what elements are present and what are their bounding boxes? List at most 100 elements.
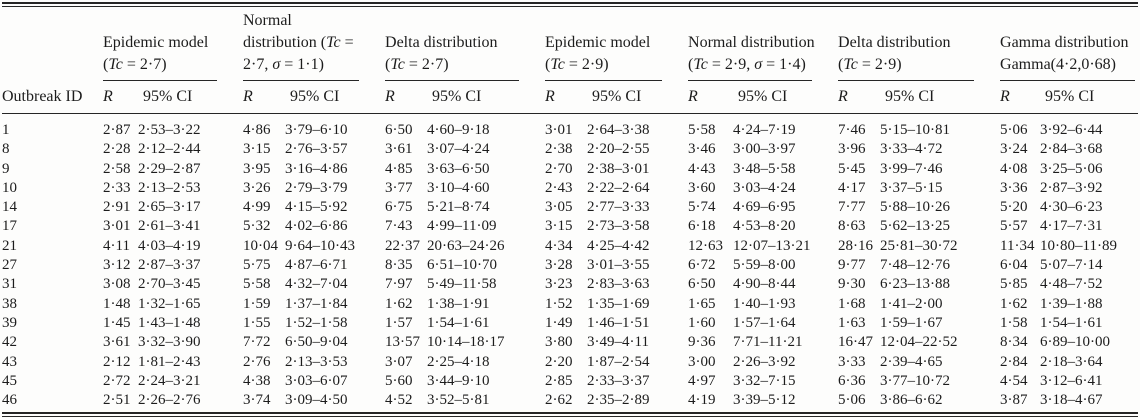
ci-value-cell: 6·23–13·88 xyxy=(880,276,951,293)
r-value-cell: 5·58 xyxy=(688,122,716,138)
outbreak-id-cell: 39 xyxy=(2,314,17,331)
col-header-ci: 95% CI xyxy=(285,81,386,114)
col-header-r: R xyxy=(385,81,428,114)
table-row: 43 2·12 1·81–2·43 2·76 2·13–3·53 3·07 2·25–4·1… xyxy=(2,353,1138,372)
col-header-r: R xyxy=(688,81,734,114)
r-value-cell: 2·33 xyxy=(103,179,131,196)
ci-value-cell: 2·87–3·37 xyxy=(138,257,201,274)
ci-value-cell: 1·39–1·88 xyxy=(1040,295,1103,312)
table-top-rule xyxy=(2,2,1138,7)
col-header-r: R xyxy=(545,81,588,114)
r-value-cell: 5·74 xyxy=(688,199,716,216)
ci-value-cell: 3·39–5·12 xyxy=(733,392,796,409)
ci-value-cell: 3·44–9·10 xyxy=(427,372,490,389)
ci-value-cell: 5·07–7·14 xyxy=(1040,257,1103,274)
table-row: 14 2·91 2·65–3·17 4·99 4·15–5·92 6·75 5·21–8·7… xyxy=(2,198,1138,217)
group-header-line: Delta distribution xyxy=(838,34,951,51)
group-header-spanner: Gamma distribution Gamma(4·2,0·68) xyxy=(1000,32,1136,81)
ci-value-cell: 3·10–4·60 xyxy=(427,179,490,196)
r-value-cell: 2·62 xyxy=(545,392,573,409)
col-header-ci: 95% CI xyxy=(733,81,839,114)
r-value-cell: 3·87 xyxy=(1000,392,1028,409)
r-value-cell: 1·62 xyxy=(385,295,413,312)
ci-value-cell: 4·53–8·20 xyxy=(733,218,796,235)
ci-value-cell: 2·26–3·92 xyxy=(733,353,796,370)
ci-value-cell: 25·81–30·72 xyxy=(880,237,958,254)
ci-value-cell: 1·41–2·00 xyxy=(880,295,943,312)
ci-value-cell: 12·04–22·52 xyxy=(880,334,958,351)
table-row: 21 4·11 4·03–4·19 10·04 9·64–10·43 22·37 20·63… xyxy=(2,237,1138,256)
col-header-r: R xyxy=(243,81,285,114)
table-row: 1 2·87 2·53–3·22 4·86 3·79–6·10 6·50 4·60–9·18… xyxy=(2,114,1138,141)
r-value-cell: 9·36 xyxy=(688,334,716,351)
outbreak-id-cell: 1 xyxy=(2,122,10,138)
r-value-cell: 7·46 xyxy=(838,122,866,138)
ci-value-cell: 2·24–3·21 xyxy=(138,372,201,389)
table-row: 45 2·72 2·24–3·21 4·38 3·03–6·07 5·60 3·44–9·1… xyxy=(2,372,1138,391)
outbreak-id-cell: 14 xyxy=(2,199,17,216)
group-header-spanner: Delta distribution (Tc = 2·9) xyxy=(838,32,975,81)
r-value-cell: 2·43 xyxy=(545,179,573,196)
ci-value-cell: 2·73–3·58 xyxy=(587,218,650,235)
r-value-cell: 3·33 xyxy=(838,353,866,370)
ci-value-cell: 4·24–7·19 xyxy=(733,122,796,138)
r-value-cell: 3·36 xyxy=(1000,179,1028,196)
r-value-cell: 5·06 xyxy=(1000,122,1028,138)
col-header-r: R xyxy=(103,81,138,114)
table-row: 9 2·58 2·29–2·87 3·95 3·16–4·86 4·85 3·63–6·50… xyxy=(2,160,1138,179)
ci-value-cell: 2·26–2·76 xyxy=(138,392,201,409)
r-value-cell: 2·76 xyxy=(243,353,271,370)
r-value-cell: 3·12 xyxy=(103,257,131,274)
ci-value-cell: 3·18–4·67 xyxy=(1040,392,1103,409)
ci-value-cell: 2·77–3·33 xyxy=(587,199,650,216)
group-header-line: 2·7, σ = 1·1) xyxy=(243,56,324,73)
outbreak-id-cell: 43 xyxy=(2,353,17,370)
ci-value-cell: 4·69–6·95 xyxy=(733,199,796,216)
ci-value-cell: 1·37–1·84 xyxy=(285,295,348,312)
ci-value-cell: 4·60–9·18 xyxy=(427,122,490,138)
ci-value-cell: 7·48–12·76 xyxy=(880,257,951,274)
group-header-line: (Tc = 2·9, σ = 1·4) xyxy=(688,56,806,73)
r-value-cell: 4·86 xyxy=(243,122,271,138)
group-header-line: Gamma(4·2,0·68) xyxy=(1000,56,1116,73)
r-value-cell: 6·72 xyxy=(688,257,716,274)
outbreak-id-cell: 42 xyxy=(2,334,17,351)
ci-value-cell: 6·89–10·00 xyxy=(1040,334,1111,351)
r-value-cell: 4·85 xyxy=(385,160,413,177)
ci-value-cell: 2·70–3·45 xyxy=(138,276,201,293)
ci-value-cell: 1·57–1·64 xyxy=(733,314,796,331)
r-value-cell: 1·45 xyxy=(103,314,131,331)
r-value-cell: 2·87 xyxy=(103,122,131,138)
r-value-cell: 3·07 xyxy=(385,353,413,370)
col-header-ci: 95% CI xyxy=(880,81,1001,114)
r-value-cell: 16·47 xyxy=(838,334,874,351)
ci-value-cell: 2·29–2·87 xyxy=(138,160,201,177)
r-value-cell: 2·12 xyxy=(103,353,131,370)
outbreak-id-cell: 10 xyxy=(2,179,17,196)
table-body: 1 2·87 2·53–3·22 4·86 3·79–6·10 6·50 4·60–9·18… xyxy=(2,114,1138,411)
col-header-ci: 95% CI xyxy=(138,81,243,114)
r-value-cell: 1·68 xyxy=(838,295,866,312)
r-value-cell: 7·43 xyxy=(385,218,413,235)
ci-value-cell: 6·50–9·04 xyxy=(285,334,348,351)
r-value-cell: 3·60 xyxy=(688,179,716,196)
r-value-cell: 4·52 xyxy=(385,392,413,409)
ci-value-cell: 3·49–4·11 xyxy=(587,334,649,351)
r-value-cell: 28·16 xyxy=(838,237,874,254)
r-value-cell: 5·32 xyxy=(243,218,271,235)
header-group-row: Outbreak ID Epidemic model (Tc = 2·7) Norma… xyxy=(2,7,1138,114)
ci-value-cell: 2·33–3·37 xyxy=(587,372,650,389)
r-value-cell: 2·72 xyxy=(103,372,131,389)
outbreak-id-cell: 46 xyxy=(2,392,17,409)
ci-value-cell: 2·76–3·57 xyxy=(285,141,348,158)
row-header-label: Outbreak ID xyxy=(2,7,103,114)
group-header-3: Delta distribution (Tc = 2·7) xyxy=(385,7,545,81)
ci-value-cell: 1·35–1·69 xyxy=(587,295,650,312)
outbreak-id-cell: 21 xyxy=(2,237,17,254)
ci-value-cell: 5·88–10·26 xyxy=(880,199,951,216)
r-value-cell: 3·15 xyxy=(545,218,573,235)
ci-value-cell: 3·79–6·10 xyxy=(285,122,348,138)
r-value-cell: 7·77 xyxy=(838,199,866,216)
r-value-cell: 5·75 xyxy=(243,257,271,274)
ci-value-cell: 1·87–2·54 xyxy=(587,353,650,370)
